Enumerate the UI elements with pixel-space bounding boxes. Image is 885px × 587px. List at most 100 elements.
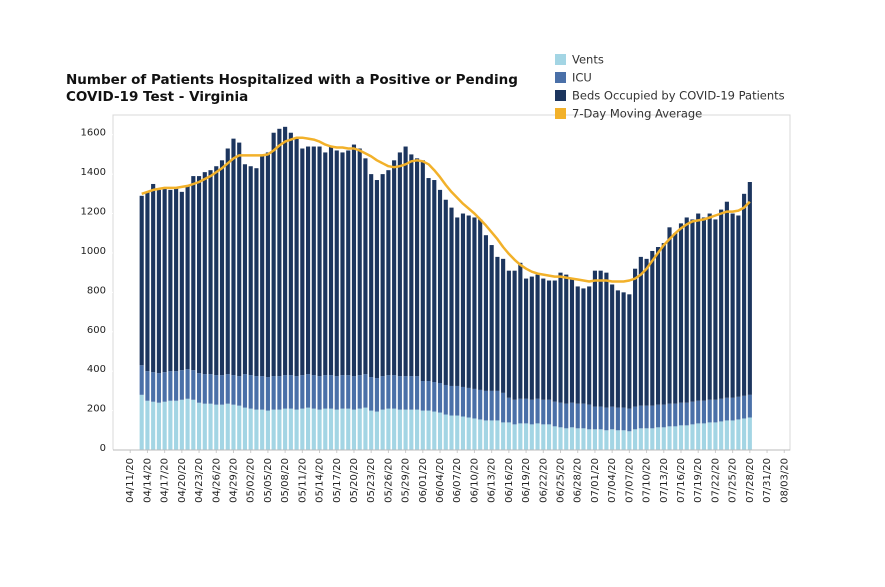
bar-segment [323,152,328,376]
bar-segment [288,408,293,450]
x-tick-label: 07/28/20 [745,458,756,503]
bar-segment [598,429,603,450]
bar-segment [225,374,230,404]
bar-segment [466,215,471,388]
bar-segment [369,410,374,450]
bar-segment [168,189,173,372]
bar-segment [506,397,511,423]
bar-segment [151,372,156,402]
bar-segment [397,409,402,450]
bar-segment [346,375,351,409]
legend-swatch [555,90,566,101]
x-tick-label: 04/17/20 [160,458,171,503]
bar-segment [294,138,299,377]
bar-segment [489,390,494,421]
bar-segment [564,428,569,450]
bar-segment [587,286,592,405]
bar-segment [501,422,506,450]
bar-segment [145,371,150,401]
bar-segment [627,431,632,450]
bar-segment [633,268,638,407]
bar-segment [701,217,707,401]
bar-segment [558,402,563,428]
y-tick-label: 1600 [81,128,106,139]
bar-segment [707,422,712,450]
x-tick-label: 06/10/20 [469,458,480,503]
bar-segment [455,385,460,416]
bar-segment [306,407,311,450]
bar-segment [615,430,620,450]
bar-segment [191,176,196,371]
x-tick-label: 05/08/20 [280,458,291,503]
bar-segment [248,408,253,450]
x-tick-label: 06/22/20 [538,458,549,503]
bar-segment [357,375,362,409]
bar-segment [449,415,454,450]
legend-swatch [555,108,566,119]
bar-segment [587,404,592,430]
bar-segment [328,408,334,450]
bar-segment [650,428,655,450]
bar-segment [317,409,322,450]
bar-segment [363,158,368,375]
bar-segment [650,250,655,406]
x-tick-label: 06/07/20 [452,458,463,503]
bar-segment [581,428,586,450]
x-tick-label: 05/14/20 [315,458,326,503]
bar-segment [265,152,270,378]
bar-segment [460,386,466,417]
bar-segment [219,160,225,376]
bar-segment [403,409,408,450]
x-tick-label: 05/11/20 [297,458,308,503]
bar-segment [592,429,597,450]
bar-segment [374,378,379,412]
bar-segment [512,399,517,425]
bar-segment [202,172,207,375]
bar-segment [483,235,488,391]
bar-segment [300,375,305,409]
bar-segment [736,215,741,397]
bar-segment [678,425,684,450]
bar-segment [334,409,339,450]
bar-segment [713,399,718,423]
bar-segment [472,217,477,389]
bar-segment [604,407,609,431]
bar-segment [587,429,592,450]
bar-segment [719,398,724,422]
bar-segment [202,403,207,450]
x-tick-label: 04/23/20 [194,458,205,503]
bar-segment [328,146,334,376]
bar-segment [162,187,167,373]
bar-segment [592,270,597,407]
bar-segment [374,180,379,379]
bar-segment [437,412,443,450]
bar-segment [392,375,397,409]
bar-segment [323,408,328,450]
bar-segment [690,401,695,425]
bar-segment [300,148,305,376]
bar-segment [615,407,620,431]
bar-segment [386,375,391,409]
bar-segment [535,274,540,399]
x-tick-label: 05/23/20 [366,458,377,503]
bar-segment [357,148,362,376]
bar-segment [369,174,374,378]
bar-segment [403,146,408,377]
bar-segment [271,132,276,377]
bar-segment [489,420,494,450]
bar-segment [283,408,288,450]
bar-segment [644,428,649,450]
title-line: Number of Patients Hospitalized with a P… [66,72,523,88]
bar-segment [340,375,345,409]
bar-segment [432,382,437,412]
bar-segment [598,406,603,430]
y-tick-label: 0 [100,443,106,454]
bar-segment [162,401,167,450]
bar-segment [558,427,563,450]
bar-segment [151,401,156,450]
bar-segment [696,400,701,424]
bar-segment [736,419,741,450]
bar-segment [162,372,167,402]
bar-segment [747,417,752,450]
